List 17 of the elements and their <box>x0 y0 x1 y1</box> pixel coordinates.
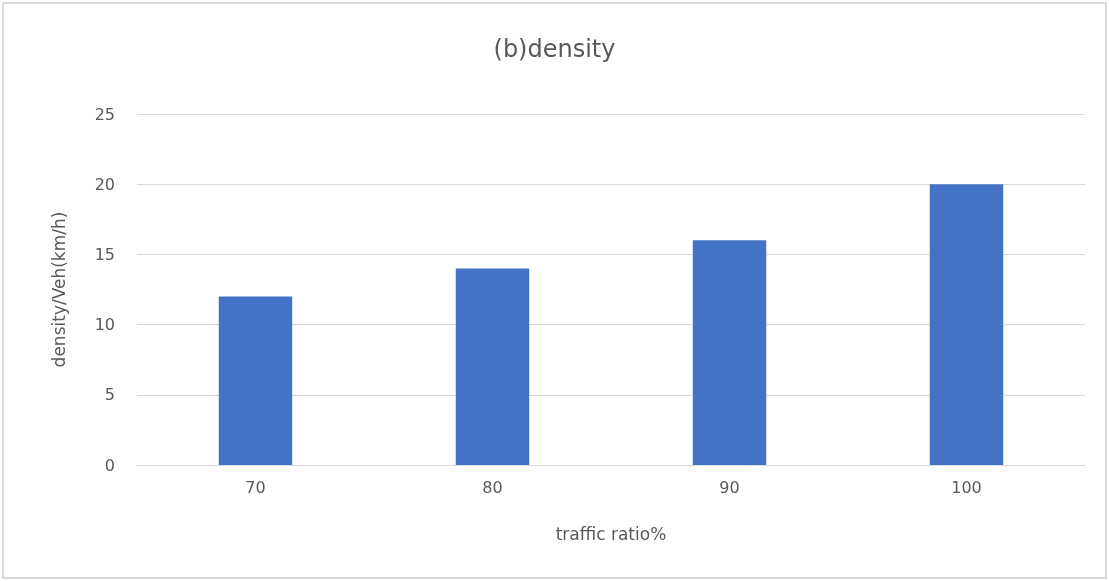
bar <box>455 268 530 465</box>
y-tick-label: 5 <box>104 385 115 405</box>
y-tick-label: 15 <box>94 244 115 264</box>
x-axis-title: traffic ratio% <box>555 523 667 544</box>
y-tick-label: 20 <box>94 174 115 194</box>
x-tick-label: 90 <box>719 477 740 497</box>
bar <box>692 240 767 465</box>
y-tick-label: 25 <box>94 104 115 124</box>
chart-title: (b)density <box>493 35 616 63</box>
x-tick-label: 100 <box>951 477 982 497</box>
y-tick-label: 0 <box>104 455 115 475</box>
y-tick-label: 10 <box>94 315 115 335</box>
bar <box>929 184 1004 465</box>
x-tick-label: 80 <box>482 477 503 497</box>
y-axis-title: density/Veh(km/h) <box>48 211 69 368</box>
x-tick-label: 70 <box>245 477 266 497</box>
bar <box>218 296 293 465</box>
